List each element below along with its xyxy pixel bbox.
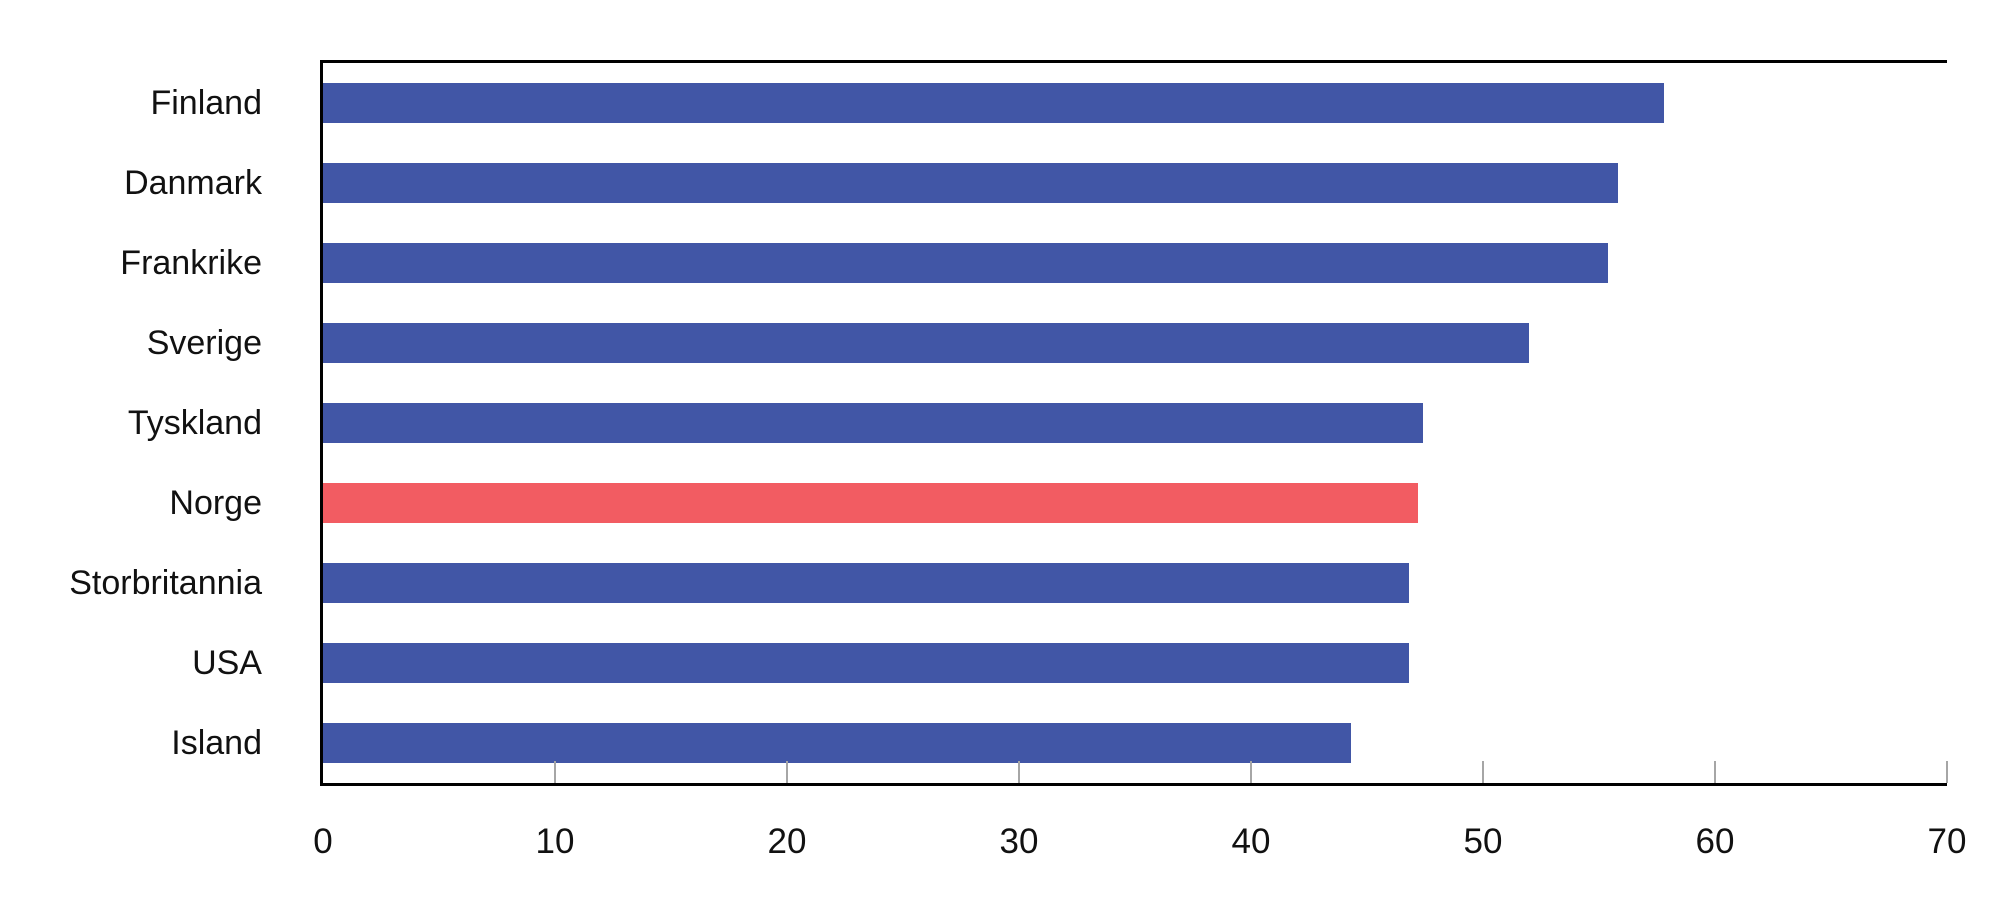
bar-usa [323,643,1409,683]
category-label-storbritannia: Storbritannia [69,563,262,602]
category-label-danmark: Danmark [124,163,262,202]
x-tick-40 [1250,761,1252,783]
bar-danmark [323,163,1618,203]
x-tick-label-60: 60 [1695,822,1735,861]
x-tick-label-70: 70 [1927,822,1967,861]
category-label-usa: USA [192,643,262,682]
x-tick-70 [1946,761,1948,783]
category-label-frankrike: Frankrike [120,243,262,282]
x-tick-60 [1714,761,1716,783]
x-axis-line [320,783,1947,786]
bar-norge [323,483,1419,523]
bar-frankrike [323,243,1609,283]
x-tick-label-20: 20 [767,822,807,861]
plot-top-border [320,60,1947,63]
x-tick-20 [786,761,788,783]
y-axis-line [320,60,323,783]
bar-tyskland [323,403,1423,443]
x-tick-label-40: 40 [1231,822,1271,861]
category-label-island: Island [171,723,262,762]
bar-island [323,723,1351,763]
bar-storbritannia [323,563,1409,603]
category-label-finland: Finland [150,83,262,122]
x-tick-10 [554,761,556,783]
x-tick-label-30: 30 [999,822,1039,861]
x-tick-label-10: 10 [535,822,575,861]
bar-sverige [323,323,1530,363]
x-tick-50 [1482,761,1484,783]
category-label-norge: Norge [169,483,262,522]
bar-finland [323,83,1664,123]
x-tick-label-0: 0 [313,822,333,861]
category-label-sverige: Sverige [146,323,262,362]
category-label-tyskland: Tyskland [127,403,262,442]
x-tick-30 [1018,761,1020,783]
x-tick-label-50: 50 [1463,822,1503,861]
